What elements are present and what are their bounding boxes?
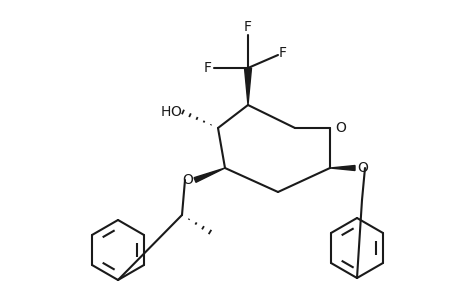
Text: F: F	[279, 46, 286, 60]
Text: H: H	[160, 105, 171, 119]
Text: F: F	[203, 61, 212, 75]
Text: O: O	[334, 121, 345, 135]
Text: O: O	[170, 105, 180, 119]
Text: O: O	[182, 173, 193, 187]
Polygon shape	[194, 168, 224, 182]
Text: O: O	[356, 161, 367, 175]
Text: F: F	[243, 20, 252, 34]
Polygon shape	[329, 166, 354, 170]
Polygon shape	[244, 68, 251, 105]
